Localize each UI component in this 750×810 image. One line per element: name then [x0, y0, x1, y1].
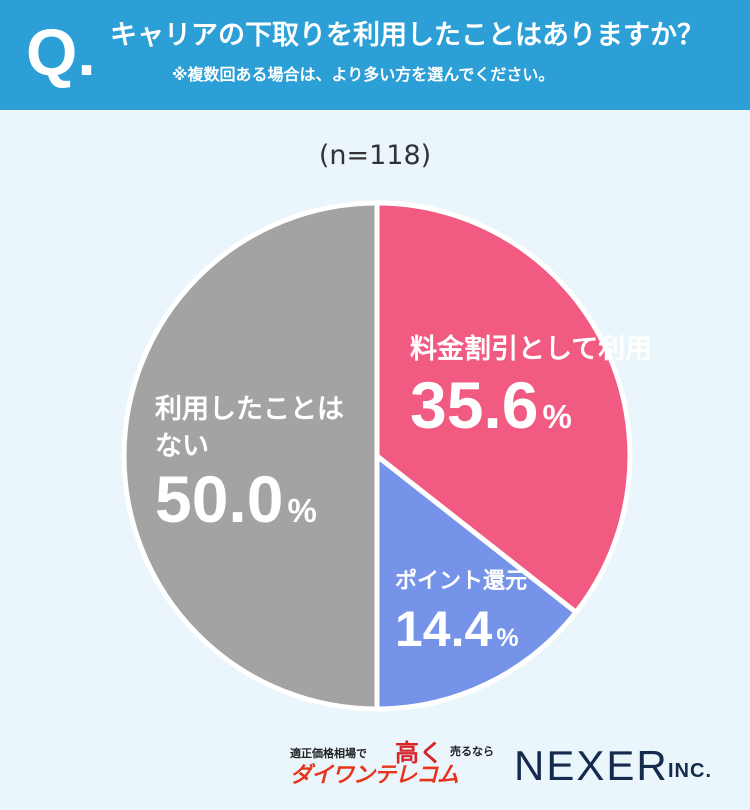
slice-value-points: 14.4% — [395, 601, 519, 657]
pie-slice-never — [121, 200, 380, 712]
slice-label-points: ポイント還元 14.4% — [395, 568, 527, 657]
nexer-logo: NEXER — [514, 742, 669, 789]
slice-name-never: ない — [155, 431, 209, 462]
question-mark: Q. — [26, 15, 96, 89]
slice-value-discount: 35.6% — [410, 368, 572, 442]
slice-name-never: 利用したことは — [155, 394, 344, 425]
daiwan-telecom-logo: 適正価格相場で 高く 売るなら ダイワンテレコム — [290, 735, 494, 788]
logo-company-name: ダイワンテレコム — [290, 763, 459, 788]
slice-value-never: 50.0% — [155, 462, 317, 536]
question-note: ※複数回ある場合は、より多い方を選んでください。 — [172, 65, 555, 84]
logo-highlight: 高く — [395, 738, 443, 767]
pie-slice-points — [374, 453, 579, 712]
pie-slice-discount — [374, 200, 633, 615]
slice-name-points: ポイント還元 — [395, 568, 527, 594]
logo-tagline: 適正価格相場で — [290, 747, 367, 760]
logo-sell-text: 売るなら — [450, 745, 494, 758]
question-header: Q. キャリアの下取りを利用したことはありますか？ ※複数回ある場合は、より多い… — [0, 0, 750, 110]
nexer-inc-text: INC. — [668, 760, 712, 782]
slice-name-discount: 料金割引として利用 — [410, 333, 652, 365]
question-title: キャリアの下取りを利用したことはありますか？ — [110, 20, 704, 51]
sample-size: (n=118) — [318, 140, 432, 171]
